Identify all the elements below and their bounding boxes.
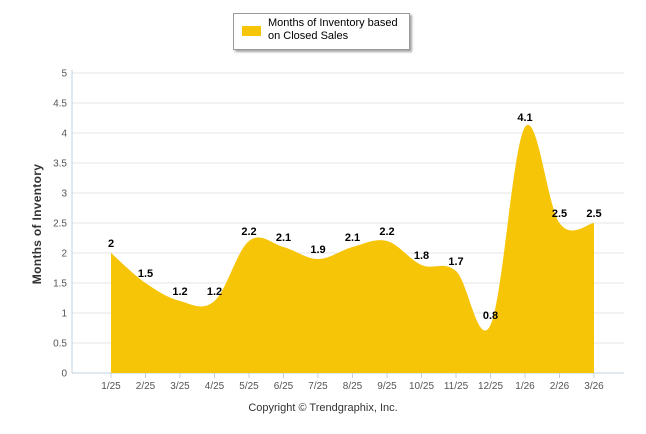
y-tick-label: 1.5 xyxy=(53,279,67,290)
data-label: 2 xyxy=(108,238,114,250)
x-tick-label: 11/25 xyxy=(444,381,469,392)
area-series xyxy=(111,124,594,373)
x-tick-label: 1/25 xyxy=(101,381,121,392)
data-label: 4.1 xyxy=(517,112,532,124)
x-tick-label: 2/25 xyxy=(136,381,156,392)
y-tick-label: 3 xyxy=(61,189,67,200)
data-point xyxy=(144,282,147,285)
data-label: 2.5 xyxy=(552,208,567,220)
data-point xyxy=(213,300,216,303)
data-point xyxy=(351,246,354,249)
copyright-footer: Copyright © Trendgraphix, Inc. xyxy=(248,402,398,414)
x-tick-label: 9/25 xyxy=(377,381,397,392)
x-tick-label: 4/25 xyxy=(205,381,225,392)
data-label: 1.8 xyxy=(414,250,429,262)
data-label: 2.1 xyxy=(276,232,291,244)
y-tick-label: 1 xyxy=(61,309,67,320)
x-tick-label: 12/25 xyxy=(478,381,503,392)
data-label: 2.2 xyxy=(379,226,394,238)
data-label: 1.5 xyxy=(138,268,153,280)
data-point xyxy=(524,126,527,129)
data-point xyxy=(455,270,458,273)
x-tick-label: 10/25 xyxy=(409,381,434,392)
data-point xyxy=(489,324,492,327)
y-tick-label: 5 xyxy=(61,69,67,80)
data-label: 0.8 xyxy=(483,310,498,322)
x-tick-label: 6/25 xyxy=(274,381,294,392)
data-point xyxy=(420,264,423,267)
legend: Months of Inventory based on Closed Sale… xyxy=(233,13,410,50)
x-tick-label: 7/25 xyxy=(308,381,328,392)
y-tick-label: 2.5 xyxy=(53,219,67,230)
data-label: 1.2 xyxy=(172,286,187,298)
data-label: 2.2 xyxy=(241,226,256,238)
data-label: 2.5 xyxy=(586,208,601,220)
x-tick-label: 2/26 xyxy=(550,381,570,392)
x-tick-label: 8/25 xyxy=(343,381,363,392)
y-tick-label: 0.5 xyxy=(53,339,67,350)
y-tick-label: 4.5 xyxy=(53,99,67,110)
data-point xyxy=(282,246,285,249)
data-point xyxy=(248,240,251,243)
data-label: 1.2 xyxy=(207,286,222,298)
data-point xyxy=(110,252,113,255)
data-point xyxy=(179,300,182,303)
legend-swatch xyxy=(242,26,261,36)
data-point xyxy=(317,258,320,261)
data-label: 1.7 xyxy=(448,256,463,268)
data-label: 1.9 xyxy=(310,244,325,256)
y-tick-label: 0 xyxy=(61,369,67,380)
y-tick-label: 4 xyxy=(61,129,67,140)
legend-label: Months of Inventory based on Closed Sale… xyxy=(268,17,398,42)
x-tick-label: 1/26 xyxy=(515,381,535,392)
x-tick-label: 5/25 xyxy=(239,381,259,392)
x-tick-label: 3/25 xyxy=(170,381,190,392)
data-label: 2.1 xyxy=(345,232,360,244)
data-point xyxy=(386,240,389,243)
x-tick-label: 3/26 xyxy=(584,381,604,392)
y-tick-label: 2 xyxy=(61,249,67,260)
data-point xyxy=(593,222,596,225)
y-tick-label: 3.5 xyxy=(53,159,67,170)
data-point xyxy=(558,222,561,225)
